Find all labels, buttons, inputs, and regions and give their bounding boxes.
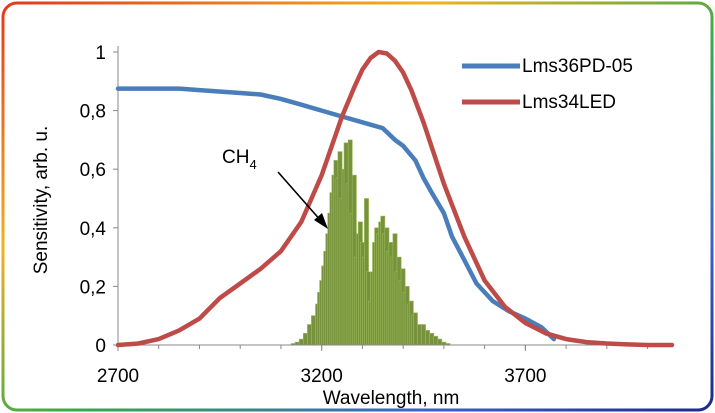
ch4-arrow (277, 171, 323, 223)
ch4-bar (302, 332, 308, 346)
x-axis-label: Wavelength, nm (323, 388, 460, 409)
y-axis-label: Sensitivity, arb. u. (31, 126, 52, 275)
ch4-bar (421, 324, 426, 346)
ch4-bar (425, 330, 430, 346)
y-tick-label: 0,6 (80, 160, 106, 181)
legend-label-lms36pd: Lms36PD-05 (522, 56, 633, 77)
x-tick-label: 3200 (301, 366, 343, 387)
x-tick-label: 3700 (504, 366, 546, 387)
ch4-label: CH4 (222, 147, 257, 172)
ch4-bar (307, 324, 312, 346)
y-tick-label: 0 (95, 336, 106, 357)
y-tick-label: 0,8 (80, 102, 106, 123)
ch4-bar (437, 338, 443, 346)
plot-area (113, 46, 675, 351)
ch4-bar (416, 324, 422, 346)
ch4-bar (412, 312, 418, 346)
y-tick-label: 1 (95, 43, 106, 64)
x-tick-label: 2700 (97, 366, 139, 387)
y-tick-label: 0,2 (80, 277, 106, 298)
ch4-bar (429, 332, 435, 346)
legend-label-lms34led: Lms34LED (522, 92, 616, 113)
series-line-lms36pd (115, 86, 557, 342)
ch4-bar (433, 335, 439, 346)
x-tick-labels: 2700 3200 3700 (97, 366, 547, 387)
ch4-bar (311, 315, 316, 346)
y-tick-labels: 0 0,2 0,4 0,6 0,8 1 (80, 43, 107, 357)
ch4-arrowhead (314, 213, 328, 229)
series-line-lms34led (115, 49, 675, 348)
y-tick-label: 0,4 (80, 219, 107, 240)
legend: Lms36PD-05 Lms34LED (462, 56, 633, 113)
ch4-annotation: CH4 (222, 147, 328, 229)
ch4-bar (298, 338, 304, 346)
